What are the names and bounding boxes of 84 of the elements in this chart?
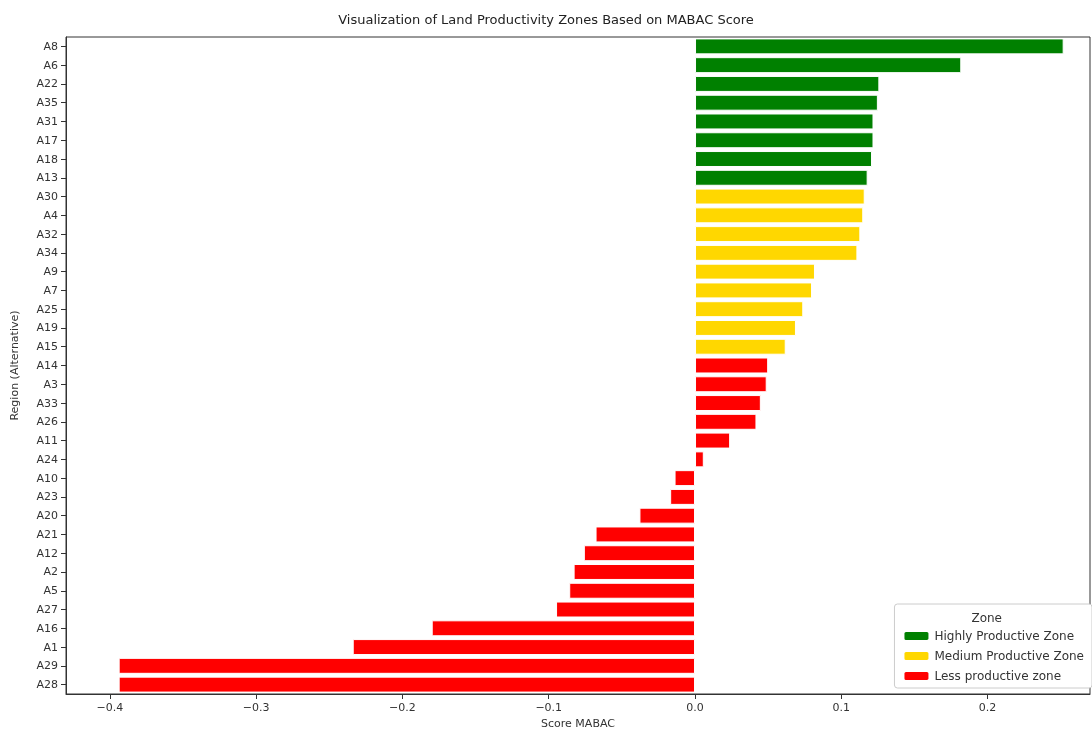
y-tick-label: A12 bbox=[36, 546, 58, 560]
bar bbox=[431, 620, 696, 637]
y-axis-title: Region (Alternative) bbox=[8, 310, 21, 421]
y-tick-label: A35 bbox=[36, 96, 58, 110]
y-tick-label: A13 bbox=[36, 171, 58, 185]
bar bbox=[695, 207, 864, 224]
legend-label: Less productive zone bbox=[934, 669, 1062, 683]
y-tick-label: A31 bbox=[36, 114, 58, 128]
y-tick-label: A34 bbox=[36, 246, 58, 260]
bar bbox=[118, 676, 696, 693]
y-tick-label: A28 bbox=[36, 678, 58, 692]
bar bbox=[695, 263, 815, 280]
x-axis-title: Score MABAC bbox=[541, 717, 616, 730]
y-tick-label: A23 bbox=[36, 490, 58, 504]
bar bbox=[695, 413, 757, 430]
bar bbox=[695, 395, 761, 412]
bar bbox=[695, 338, 786, 355]
y-tick-label: A21 bbox=[36, 527, 58, 541]
bar bbox=[695, 319, 796, 336]
bar bbox=[695, 57, 962, 74]
y-tick-label: A14 bbox=[36, 359, 58, 372]
bar bbox=[695, 94, 878, 111]
y-tick-label: A24 bbox=[36, 452, 58, 466]
bar bbox=[595, 526, 696, 543]
y-tick-label: A11 bbox=[36, 434, 58, 448]
bar bbox=[695, 188, 865, 205]
y-tick-label: A6 bbox=[43, 58, 58, 72]
y-tick-label: A29 bbox=[36, 659, 58, 673]
y-tick-label: A16 bbox=[36, 621, 58, 635]
y-tick-label: A32 bbox=[36, 227, 58, 241]
y-tick-label: A5 bbox=[43, 584, 58, 598]
x-tick-label: −0.2 bbox=[389, 701, 416, 714]
bar bbox=[695, 451, 704, 468]
legend-label: Highly Productive Zone bbox=[934, 629, 1075, 643]
bar bbox=[695, 75, 880, 92]
bar bbox=[583, 545, 696, 562]
y-tick-label: A1 bbox=[43, 640, 58, 654]
x-tick-label: −0.1 bbox=[535, 701, 563, 714]
bar bbox=[695, 301, 804, 318]
bar bbox=[695, 432, 731, 449]
bar bbox=[695, 376, 767, 393]
bar bbox=[695, 244, 858, 261]
bar bbox=[695, 38, 1064, 55]
y-tick-label: A8 bbox=[43, 39, 58, 53]
bar bbox=[695, 357, 769, 374]
bar bbox=[695, 169, 868, 186]
x-tick-label: 0.2 bbox=[978, 701, 997, 714]
bar bbox=[695, 113, 874, 130]
bar bbox=[556, 601, 696, 618]
y-tick-label: A30 bbox=[36, 190, 58, 204]
bar bbox=[639, 507, 696, 524]
bar bbox=[670, 488, 696, 505]
x-tick-label: −0.3 bbox=[242, 701, 270, 714]
legend-label: Medium Productive Zone bbox=[934, 649, 1084, 663]
legend-title: Zone bbox=[971, 611, 1003, 625]
y-tick-label: A17 bbox=[36, 133, 58, 147]
y-tick-label: A15 bbox=[36, 340, 58, 354]
y-tick-label: A33 bbox=[36, 396, 58, 410]
bar bbox=[695, 151, 873, 167]
x-tick-label: 0.0 bbox=[686, 701, 704, 714]
bar bbox=[695, 226, 861, 243]
y-tick-label: A7 bbox=[43, 283, 58, 297]
bar bbox=[118, 657, 696, 674]
bar bbox=[569, 582, 696, 599]
y-tick-label: A26 bbox=[36, 415, 58, 429]
bar bbox=[352, 639, 696, 656]
y-tick-label: A25 bbox=[36, 302, 58, 316]
y-tick-label: A2 bbox=[43, 565, 58, 579]
bar bbox=[695, 132, 874, 149]
chart-title: Visualization of Land Productivity Zones Based on MABAC Score bbox=[338, 12, 754, 27]
bar bbox=[573, 564, 696, 580]
x-tick-label: −0.4 bbox=[96, 701, 124, 714]
bar bbox=[695, 282, 813, 299]
y-tick-label: A20 bbox=[36, 509, 58, 523]
y-tick-label: A9 bbox=[43, 265, 58, 279]
y-tick-label: A3 bbox=[43, 377, 58, 391]
y-tick-label: A19 bbox=[36, 321, 58, 335]
x-tick-label: 0.1 bbox=[832, 701, 851, 714]
y-tick-label: A22 bbox=[36, 77, 58, 91]
y-tick-label: A18 bbox=[36, 152, 58, 166]
y-tick-label: A4 bbox=[43, 208, 58, 222]
y-tick-label: A10 bbox=[36, 471, 58, 485]
y-tick-label: A27 bbox=[36, 603, 58, 617]
bar bbox=[674, 470, 696, 487]
